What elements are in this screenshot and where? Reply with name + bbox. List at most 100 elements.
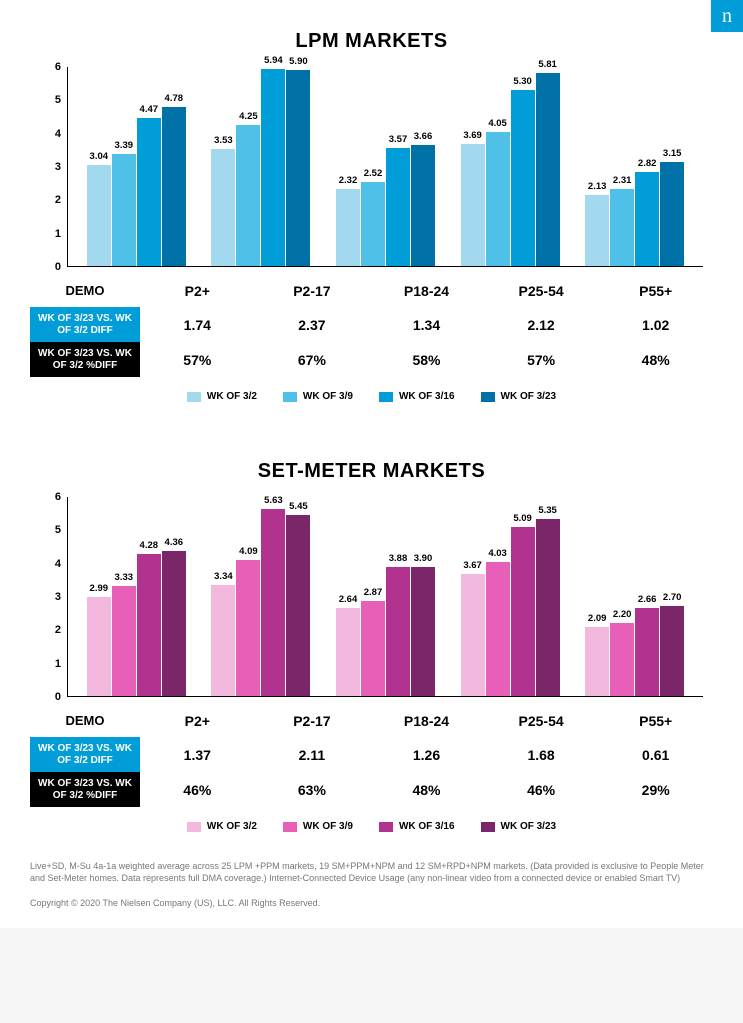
row-header-diff: WK OF 3/23 VS. WK OF 3/2 DIFF bbox=[30, 737, 140, 772]
legend-swatch bbox=[379, 822, 393, 832]
bar-value-label: 4.25 bbox=[239, 111, 258, 122]
bar-group: 3.534.255.945.90 bbox=[199, 67, 324, 266]
demo-cell: P25-54 bbox=[484, 705, 599, 737]
bar: 2.64 bbox=[336, 608, 360, 696]
diff-cell: 1.68 bbox=[484, 737, 599, 772]
bar-value-label: 2.66 bbox=[638, 594, 657, 605]
chart-plot-area: 01234562.993.334.284.363.344.095.635.452… bbox=[30, 497, 713, 697]
bar: 4.09 bbox=[236, 560, 260, 696]
bar-group: 3.694.055.305.81 bbox=[448, 67, 573, 266]
chart-plot-area: 01234563.043.394.474.783.534.255.945.902… bbox=[30, 67, 713, 267]
demo-cell: P18-24 bbox=[369, 705, 484, 737]
legend-swatch bbox=[283, 392, 297, 402]
y-tick-label: 6 bbox=[55, 491, 61, 503]
bar-value-label: 2.52 bbox=[364, 168, 383, 179]
bar-group: 2.092.202.662.70 bbox=[572, 497, 697, 696]
y-tick-label: 2 bbox=[55, 624, 61, 636]
bar-value-label: 2.87 bbox=[364, 587, 383, 598]
bar-value-label: 3.88 bbox=[389, 553, 408, 564]
section-title: SET-METER MARKETS bbox=[30, 430, 713, 497]
legend-label: WK OF 3/16 bbox=[399, 821, 455, 832]
bar-value-label: 2.09 bbox=[588, 613, 607, 624]
copyright-text: Copyright © 2020 The Nielsen Company (US… bbox=[30, 898, 713, 908]
bar: 2.31 bbox=[610, 189, 634, 266]
legend-label: WK OF 3/2 bbox=[207, 391, 257, 402]
demo-cell: P2-17 bbox=[255, 275, 370, 307]
plot: 2.993.334.284.363.344.095.635.452.642.87… bbox=[68, 497, 703, 697]
bar: 3.88 bbox=[386, 567, 410, 696]
legend: WK OF 3/2WK OF 3/9WK OF 3/16WK OF 3/23 bbox=[30, 821, 713, 832]
bar-group: 3.043.394.474.78 bbox=[74, 67, 199, 266]
y-tick-label: 3 bbox=[55, 591, 61, 603]
bar-value-label: 4.09 bbox=[239, 546, 258, 557]
bar: 5.63 bbox=[261, 509, 285, 696]
table-row: WK OF 3/23 VS. WK OF 3/2 DIFF1.372.111.2… bbox=[30, 737, 713, 772]
table-row: WK OF 3/23 VS. WK OF 3/2 DIFF1.742.371.3… bbox=[30, 307, 713, 342]
demo-cell: P25-54 bbox=[484, 275, 599, 307]
bar-value-label: 3.66 bbox=[414, 131, 433, 142]
bar-value-label: 5.81 bbox=[538, 59, 557, 70]
bar-group: 3.344.095.635.45 bbox=[199, 497, 324, 696]
plot: 3.043.394.474.783.534.255.945.90 2.32 2.52… bbox=[68, 67, 703, 267]
pct-cell: 46% bbox=[484, 772, 599, 807]
diff-cell: 1.37 bbox=[140, 737, 255, 772]
bar: 3.04 bbox=[87, 165, 111, 266]
y-tick-label: 5 bbox=[55, 94, 61, 106]
bar-value-label: 2.31 bbox=[613, 175, 632, 186]
table-row: WK OF 3/23 VS. WK OF 3/2 %DIFF46%63%48%4… bbox=[30, 772, 713, 807]
row-header-demo: DEMO bbox=[30, 705, 140, 737]
pct-cell: 63% bbox=[255, 772, 370, 807]
bar-value-label: 3.67 bbox=[463, 560, 482, 571]
bar: 4.03 bbox=[486, 562, 510, 696]
y-tick-label: 1 bbox=[55, 228, 61, 240]
diff-cell: 1.34 bbox=[369, 307, 484, 342]
bar: 5.90 bbox=[286, 70, 310, 266]
bar: 5.45 bbox=[286, 515, 310, 696]
bar: 4.36 bbox=[162, 551, 186, 696]
row-header-pct: WK OF 3/23 VS. WK OF 3/2 %DIFF bbox=[30, 772, 140, 807]
legend-label: WK OF 3/2 bbox=[207, 821, 257, 832]
bar-value-label: 2.64 bbox=[339, 594, 358, 605]
legend-item: WK OF 3/16 bbox=[379, 391, 455, 402]
bar-value-label: 3.53 bbox=[214, 135, 233, 146]
diff-cell: 1.02 bbox=[598, 307, 713, 342]
legend-swatch bbox=[379, 392, 393, 402]
table-row: DEMOP2+P2-17P18-24P25-54P55+ bbox=[30, 705, 713, 737]
bar-value-label: 3.39 bbox=[115, 140, 134, 151]
chart-section: LPM MARKETS01234563.043.394.474.783.534.… bbox=[30, 0, 713, 402]
bar-value-label: 3.15 bbox=[663, 148, 682, 159]
demo-cell: P2-17 bbox=[255, 705, 370, 737]
bar: 2.99 bbox=[87, 597, 111, 696]
y-tick-label: 4 bbox=[55, 558, 61, 570]
bar: 2.87 bbox=[361, 601, 385, 696]
bar-value-label: 4.05 bbox=[488, 118, 507, 129]
y-tick-label: 3 bbox=[55, 161, 61, 173]
bar-value-label: 3.57 bbox=[389, 134, 408, 145]
table-row: DEMOP2+P2-17P18-24P25-54P55+ bbox=[30, 275, 713, 307]
diff-cell: 2.12 bbox=[484, 307, 599, 342]
bar-value-label: 2.32 bbox=[339, 175, 358, 186]
bar: 3.90 bbox=[411, 567, 435, 696]
y-tick-label: 0 bbox=[55, 691, 61, 703]
bar-value-label: 3.34 bbox=[214, 571, 233, 582]
legend-item: WK OF 3/23 bbox=[481, 391, 557, 402]
bar: 4.25 bbox=[236, 125, 260, 266]
demo-cell: P2+ bbox=[140, 705, 255, 737]
bar-value-label: 4.28 bbox=[140, 540, 159, 551]
bar: 4.78 bbox=[162, 107, 186, 266]
bar: 2.13 bbox=[585, 195, 609, 266]
bar: 4.28 bbox=[137, 554, 161, 696]
bar: 2.70 bbox=[660, 606, 684, 696]
legend-swatch bbox=[481, 822, 495, 832]
bar: 2.09 bbox=[585, 627, 609, 696]
pct-cell: 58% bbox=[369, 342, 484, 377]
bar-value-label: 2.13 bbox=[588, 181, 607, 192]
pct-cell: 57% bbox=[484, 342, 599, 377]
summary-table: DEMOP2+P2-17P18-24P25-54P55+WK OF 3/23 V… bbox=[30, 705, 713, 807]
bar-value-label: 3.33 bbox=[115, 572, 134, 583]
bar: 3.15 bbox=[660, 162, 684, 266]
bar: 5.35 bbox=[536, 519, 560, 696]
bar: 3.39 bbox=[112, 154, 136, 266]
legend-label: WK OF 3/9 bbox=[303, 391, 353, 402]
demo-cell: P55+ bbox=[598, 705, 713, 737]
